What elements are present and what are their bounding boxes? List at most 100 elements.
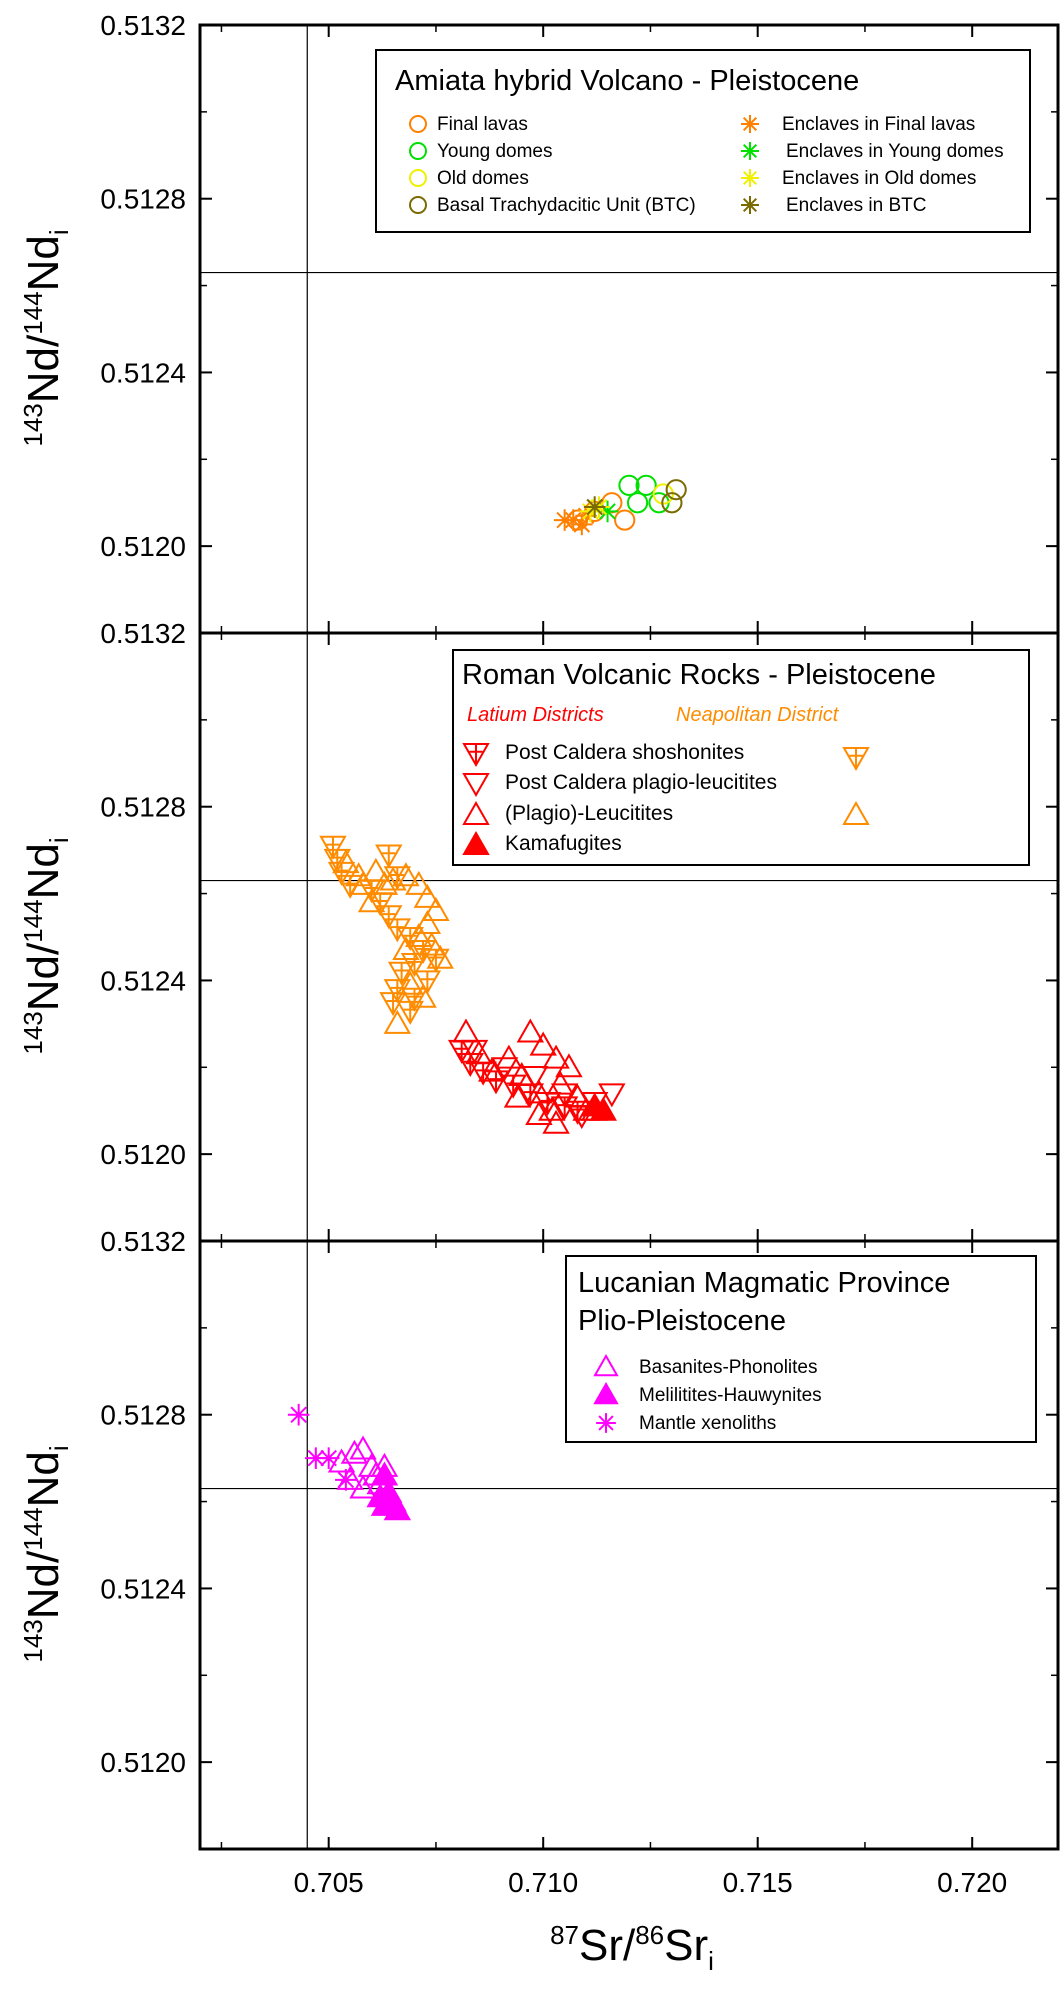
- legend-marker: [596, 1413, 616, 1433]
- data-point: [349, 870, 377, 895]
- x-tick-label: 0.720: [937, 1867, 1007, 1898]
- panel-frames: [198, 23, 1060, 1851]
- legend-marker: [462, 743, 490, 768]
- legend-item: Young domes: [437, 141, 553, 162]
- reference-lines: [200, 25, 1058, 1849]
- legend-subtitle-latium: Latium Districts: [467, 704, 604, 726]
- legend-item: Mantle xenoliths: [639, 1413, 776, 1434]
- legend-item: Basal Trachydacitic Unit (BTC): [437, 195, 696, 216]
- data-point: [405, 870, 433, 895]
- data-point: [383, 1009, 412, 1034]
- data-point: [405, 922, 433, 947]
- y-label-mid: Nd/: [19, 942, 68, 1011]
- legend-roman-markers: [462, 743, 870, 855]
- y-label-mid: Nd/: [19, 334, 68, 403]
- data-point: [379, 992, 407, 1017]
- data-point: [618, 474, 640, 496]
- data-point: [614, 509, 636, 531]
- y-label-tail: Nd: [19, 1451, 68, 1507]
- data-point: [327, 1448, 356, 1473]
- x-tick-label: 0.710: [508, 1867, 578, 1898]
- data-point: [495, 1044, 523, 1069]
- data-point: [426, 944, 454, 969]
- data-point: [422, 896, 450, 921]
- y-label-mid: Nd/: [19, 1550, 68, 1619]
- x-tick-label: 0.705: [294, 1867, 364, 1898]
- x-tick-label: 0.715: [723, 1867, 793, 1898]
- data-point: [396, 970, 424, 995]
- legend-item: Enclaves in Young domes: [786, 141, 1004, 162]
- data-point: [516, 1018, 545, 1043]
- series: [596, 500, 619, 523]
- y-tick-label: 0.5128: [100, 1400, 186, 1431]
- data-point: [589, 1096, 617, 1121]
- data-point: [596, 500, 619, 523]
- series: [287, 1403, 357, 1491]
- y-label-tail: Nd: [19, 235, 68, 291]
- legend-marker: [409, 169, 427, 187]
- data-point: [362, 857, 390, 882]
- data-point: [452, 1018, 480, 1043]
- data-point: [571, 513, 593, 536]
- data-point: [413, 883, 442, 908]
- data-point: [546, 1070, 575, 1095]
- data-point: [583, 496, 606, 518]
- y-tick-label: 0.5132: [100, 1226, 186, 1257]
- y-label-sup1: 143: [18, 403, 48, 446]
- y-tick-label: 0.5120: [100, 531, 186, 562]
- data-point: [409, 983, 437, 1008]
- svg-text:143Nd/144Ndi: 143Nd/144Ndi: [18, 837, 74, 1054]
- legend-item: Basanites-Phonolites: [639, 1357, 818, 1378]
- data-point: [349, 1435, 377, 1460]
- series: [583, 496, 606, 518]
- data-point: [542, 1044, 570, 1069]
- data-point: [332, 849, 360, 874]
- legend-title-line1: Lucanian Magmatic Province: [578, 1267, 950, 1299]
- legend-item: Final lavas: [437, 114, 528, 135]
- data-point: [477, 1057, 506, 1082]
- y-tick-label: 0.5124: [100, 1573, 186, 1604]
- legend-marker: [741, 169, 759, 187]
- data-point: [665, 479, 687, 501]
- legend-title: Roman Volcanic Rocks - Pleistocene: [462, 659, 936, 691]
- legend-amiata: Amiata hybrid Volcano - Pleistocene Fina…: [375, 49, 1031, 233]
- y-axis-label-panel-2: 143Nd/144Ndi: [18, 837, 74, 1054]
- y-tick-label: 0.5124: [100, 965, 186, 996]
- series: [661, 479, 687, 514]
- legend-roman: Roman Volcanic Rocks - Pleistocene Latiu…: [452, 649, 1030, 866]
- data-point: [340, 1439, 369, 1464]
- legend-item: Kamafugites: [505, 832, 622, 855]
- series: [332, 849, 454, 1034]
- data-point: [317, 1447, 340, 1469]
- data-point: [319, 835, 347, 860]
- legend-marker: [741, 142, 759, 160]
- legend-item: (Plagio)-Leucitites: [505, 802, 673, 825]
- data-point: [375, 844, 403, 869]
- data-point: [553, 509, 576, 531]
- legend-item: Post Caldera shoshonites: [505, 741, 744, 764]
- data-point: [287, 1403, 310, 1426]
- data-point: [370, 1461, 399, 1486]
- data-point: [529, 1031, 557, 1056]
- y-tick-label: 0.5128: [100, 184, 186, 215]
- data-point: [370, 870, 399, 895]
- data-point: [335, 1469, 357, 1491]
- data-point: [349, 1474, 377, 1499]
- legend-amiata-markers: [409, 115, 759, 214]
- y-tick-label: 0.5120: [100, 1747, 186, 1778]
- legend-item: Enclaves in BTC: [786, 195, 926, 216]
- data-point: [550, 1083, 579, 1108]
- data-point: [482, 1070, 510, 1095]
- data-point: [563, 1083, 592, 1108]
- data-point: [598, 1083, 626, 1108]
- y-label-sub: i: [44, 837, 74, 843]
- series: [366, 1461, 412, 1521]
- legend-title-line2: Plio-Pleistocene: [578, 1305, 786, 1337]
- legend-title: Amiata hybrid Volcano - Pleistocene: [395, 65, 859, 97]
- y-label-tail: Nd: [19, 843, 68, 899]
- y-label-sup2: 144: [18, 291, 48, 334]
- data-point: [383, 1496, 412, 1521]
- legend-lucanian: Lucanian Magmatic Province Plio-Pleistoc…: [565, 1255, 1037, 1443]
- x-axis-label: 87Sr/86Sri: [550, 1920, 714, 1976]
